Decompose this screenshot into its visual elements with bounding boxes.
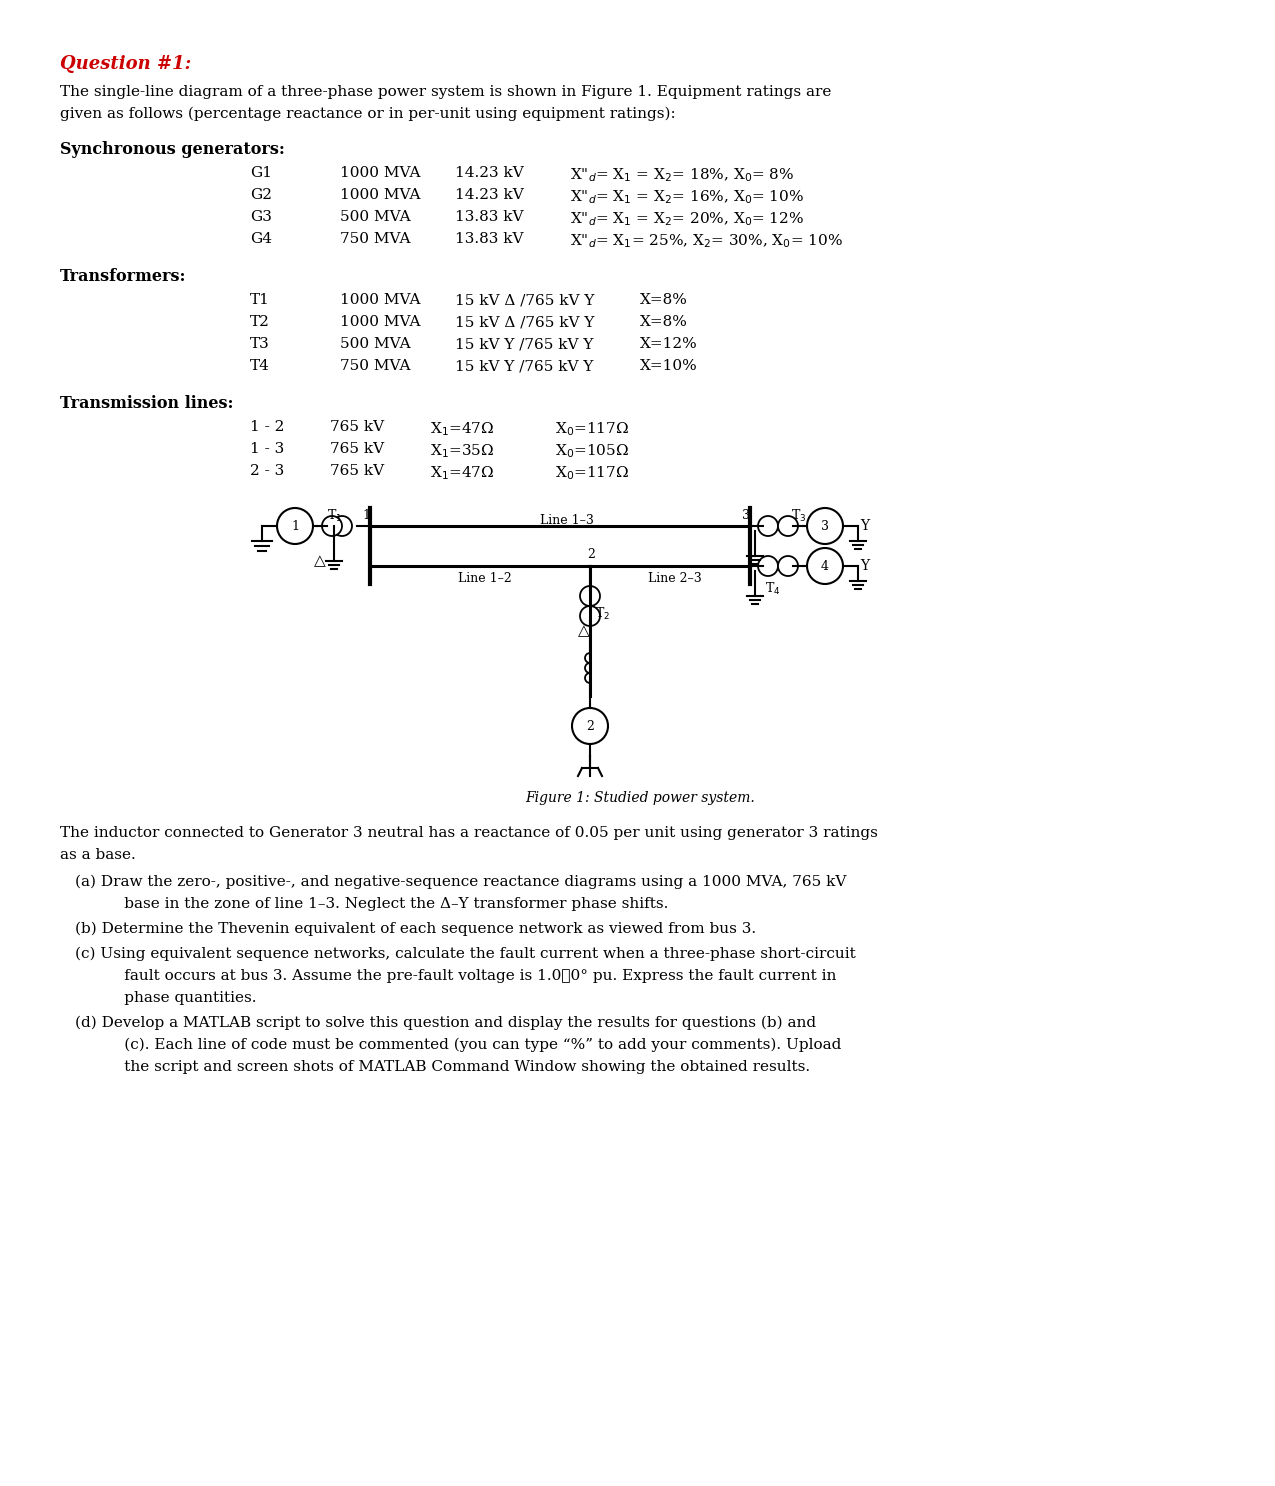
Text: 1: 1 bbox=[362, 510, 370, 522]
Text: X$_1$=47Ω: X$_1$=47Ω bbox=[430, 421, 495, 438]
Text: 500 MVA: 500 MVA bbox=[340, 210, 411, 224]
Circle shape bbox=[580, 585, 601, 606]
Text: T3: T3 bbox=[250, 337, 270, 351]
Text: The inductor connected to Generator 3 neutral has a reactance of 0.05 per unit u: The inductor connected to Generator 3 ne… bbox=[60, 826, 878, 840]
Text: X=8%: X=8% bbox=[640, 315, 688, 328]
Text: 3: 3 bbox=[821, 520, 829, 532]
Text: phase quantities.: phase quantities. bbox=[96, 991, 256, 1005]
Text: 2: 2 bbox=[586, 719, 594, 733]
Text: the script and screen shots of MATLAB Command Window showing the obtained result: the script and screen shots of MATLAB Co… bbox=[96, 1060, 810, 1074]
Text: 765 kV: 765 kV bbox=[330, 464, 384, 478]
Text: 1000 MVA: 1000 MVA bbox=[340, 166, 421, 180]
Text: X$_1$=35Ω: X$_1$=35Ω bbox=[430, 441, 495, 459]
Circle shape bbox=[759, 556, 778, 577]
Text: G4: G4 bbox=[250, 232, 272, 247]
Circle shape bbox=[572, 707, 608, 744]
Text: T2: T2 bbox=[250, 315, 270, 328]
Text: 1: 1 bbox=[291, 520, 300, 532]
Text: Line 1–3: Line 1–3 bbox=[541, 514, 594, 528]
Text: Y: Y bbox=[861, 519, 870, 533]
Text: Figure 1: Studied power system.: Figure 1: Studied power system. bbox=[525, 791, 755, 805]
Text: X$_0$=105Ω: X$_0$=105Ω bbox=[555, 441, 629, 459]
Circle shape bbox=[277, 508, 312, 544]
Text: (b) Determine the Thevenin equivalent of each sequence network as viewed from bu: (b) Determine the Thevenin equivalent of… bbox=[75, 921, 756, 936]
Text: Transmission lines:: Transmission lines: bbox=[60, 395, 233, 412]
Circle shape bbox=[807, 508, 843, 544]
Text: T$_2$: T$_2$ bbox=[595, 606, 609, 623]
Text: Transformers:: Transformers: bbox=[60, 267, 186, 285]
Text: 13.83 kV: 13.83 kV bbox=[455, 210, 524, 224]
Text: X=12%: X=12% bbox=[640, 337, 697, 351]
Circle shape bbox=[778, 556, 798, 577]
Text: (a) Draw the zero-, positive-, and negative-sequence reactance diagrams using a : (a) Draw the zero-, positive-, and negat… bbox=[75, 875, 847, 890]
Text: 1000 MVA: 1000 MVA bbox=[340, 293, 421, 308]
Circle shape bbox=[323, 516, 342, 536]
Text: as a base.: as a base. bbox=[60, 849, 135, 862]
Text: 1 - 3: 1 - 3 bbox=[250, 441, 284, 456]
Text: 15 kV Y /765 kV Y: 15 kV Y /765 kV Y bbox=[455, 360, 593, 373]
Text: 15 kV Δ /765 kV Y: 15 kV Δ /765 kV Y bbox=[455, 315, 594, 328]
Text: 15 kV Δ /765 kV Y: 15 kV Δ /765 kV Y bbox=[455, 293, 594, 308]
Text: X$_0$=117Ω: X$_0$=117Ω bbox=[555, 464, 629, 481]
Text: T1: T1 bbox=[250, 293, 270, 308]
Text: X"$_d$= X$_1$ = X$_2$= 16%, X$_0$= 10%: X"$_d$= X$_1$ = X$_2$= 16%, X$_0$= 10% bbox=[570, 189, 805, 205]
Text: 750 MVA: 750 MVA bbox=[340, 360, 411, 373]
Text: 500 MVA: 500 MVA bbox=[340, 337, 411, 351]
Circle shape bbox=[332, 516, 352, 536]
Text: Line 1–2: Line 1–2 bbox=[458, 572, 511, 585]
Text: 2: 2 bbox=[586, 548, 595, 562]
Text: △: △ bbox=[314, 553, 326, 569]
Text: 765 kV: 765 kV bbox=[330, 421, 384, 434]
Text: 750 MVA: 750 MVA bbox=[340, 232, 411, 247]
Text: fault occurs at bus 3. Assume the pre-fault voltage is 1.0℠0° pu. Express the fa: fault occurs at bus 3. Assume the pre-fa… bbox=[96, 969, 836, 984]
Circle shape bbox=[807, 548, 843, 584]
Text: G2: G2 bbox=[250, 189, 272, 202]
Text: The single-line diagram of a three-phase power system is shown in Figure 1. Equi: The single-line diagram of a three-phase… bbox=[60, 85, 831, 100]
Text: 1 - 2: 1 - 2 bbox=[250, 421, 284, 434]
Text: △: △ bbox=[578, 624, 590, 639]
Text: X=8%: X=8% bbox=[640, 293, 688, 308]
Circle shape bbox=[778, 516, 798, 536]
Text: X"$_d$= X$_1$ = X$_2$= 20%, X$_0$= 12%: X"$_d$= X$_1$ = X$_2$= 20%, X$_0$= 12% bbox=[570, 210, 805, 227]
Text: (d) Develop a MATLAB script to solve this question and display the results for q: (d) Develop a MATLAB script to solve thi… bbox=[75, 1016, 816, 1030]
Text: T4: T4 bbox=[250, 360, 270, 373]
Text: G3: G3 bbox=[250, 210, 272, 224]
Text: 15 kV Y /765 kV Y: 15 kV Y /765 kV Y bbox=[455, 337, 593, 351]
Text: X=10%: X=10% bbox=[640, 360, 697, 373]
Text: T$_4$: T$_4$ bbox=[765, 581, 780, 597]
Text: 1000 MVA: 1000 MVA bbox=[340, 189, 421, 202]
Circle shape bbox=[759, 516, 778, 536]
Text: T$_1$: T$_1$ bbox=[326, 508, 342, 525]
Text: X"$_d$= X$_1$ = X$_2$= 18%, X$_0$= 8%: X"$_d$= X$_1$ = X$_2$= 18%, X$_0$= 8% bbox=[570, 166, 794, 184]
Text: 2 - 3: 2 - 3 bbox=[250, 464, 284, 478]
Text: Line 2–3: Line 2–3 bbox=[648, 572, 701, 585]
Text: T$_3$: T$_3$ bbox=[790, 508, 806, 525]
Text: 14.23 kV: 14.23 kV bbox=[455, 166, 524, 180]
Text: (c) Using equivalent sequence networks, calculate the fault current when a three: (c) Using equivalent sequence networks, … bbox=[75, 947, 856, 961]
Text: 765 kV: 765 kV bbox=[330, 441, 384, 456]
Text: given as follows (percentage reactance or in per-unit using equipment ratings):: given as follows (percentage reactance o… bbox=[60, 107, 676, 122]
Text: X$_0$=117Ω: X$_0$=117Ω bbox=[555, 421, 629, 438]
Text: G1: G1 bbox=[250, 166, 272, 180]
Text: (c). Each line of code must be commented (you can type “%” to add your comments): (c). Each line of code must be commented… bbox=[96, 1039, 842, 1052]
Text: 4: 4 bbox=[821, 560, 829, 572]
Text: 13.83 kV: 13.83 kV bbox=[455, 232, 524, 247]
Text: Question #1:: Question #1: bbox=[60, 55, 191, 73]
Text: X$_1$=47Ω: X$_1$=47Ω bbox=[430, 464, 495, 481]
Text: X"$_d$= X$_1$= 25%, X$_2$= 30%, X$_0$= 10%: X"$_d$= X$_1$= 25%, X$_2$= 30%, X$_0$= 1… bbox=[570, 232, 843, 250]
Text: 1000 MVA: 1000 MVA bbox=[340, 315, 421, 328]
Text: 3: 3 bbox=[742, 510, 750, 522]
Text: Synchronous generators:: Synchronous generators: bbox=[60, 141, 284, 158]
Text: Y: Y bbox=[861, 559, 870, 574]
Text: base in the zone of line 1–3. Neglect the Δ–Y transformer phase shifts.: base in the zone of line 1–3. Neglect th… bbox=[96, 898, 668, 911]
Text: 14.23 kV: 14.23 kV bbox=[455, 189, 524, 202]
Circle shape bbox=[580, 606, 601, 626]
